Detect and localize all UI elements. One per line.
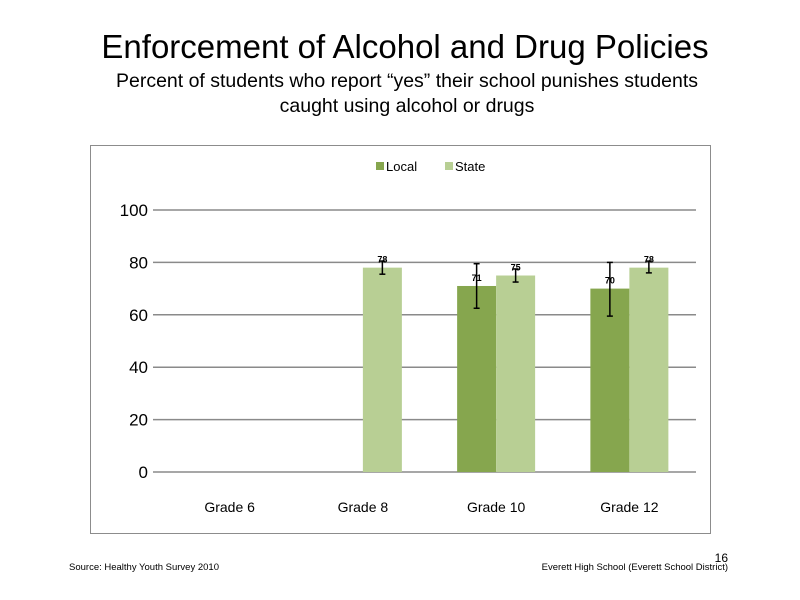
- legend-label: Local: [386, 159, 417, 174]
- source-note: Source: Healthy Youth Survey 2010: [69, 562, 219, 573]
- data-label: 78: [377, 255, 387, 265]
- x-tick-label: Grade 8: [338, 499, 389, 515]
- subtitle-line-2: caught using alcohol or drugs: [279, 95, 535, 117]
- x-tick-label: Grade 6: [204, 499, 255, 515]
- data-label: 70: [605, 276, 615, 286]
- school-note: Everett High School (Everett School Dist…: [541, 562, 728, 573]
- y-tick-label: 40: [129, 358, 148, 377]
- legend-swatch: [376, 162, 384, 170]
- slide-title: Enforcement of Alcohol and Drug Policies: [101, 28, 709, 65]
- subtitle-line-1: Percent of students who report “yes” the…: [115, 70, 699, 92]
- y-tick-label: 20: [129, 411, 148, 430]
- x-tick-label: Grade 12: [600, 499, 659, 515]
- data-label: 75: [511, 263, 521, 273]
- legend-swatch: [445, 162, 453, 170]
- data-label: 71: [472, 273, 482, 283]
- page-number: 16: [714, 551, 728, 565]
- bar: [590, 288, 630, 472]
- y-tick-label: 80: [129, 253, 148, 272]
- slide-subtitle: Percent of students who report “yes” the…: [0, 69, 800, 119]
- y-tick-label: 60: [129, 306, 148, 325]
- bar: [457, 285, 497, 472]
- x-tick-label: Grade 10: [467, 499, 526, 515]
- data-label: 78: [644, 255, 654, 265]
- bar: [496, 275, 536, 472]
- legend-label: State: [455, 159, 485, 174]
- y-tick-label: 0: [139, 463, 148, 482]
- y-tick-label: 100: [120, 201, 148, 220]
- bar: [629, 267, 669, 472]
- bar: [362, 267, 402, 472]
